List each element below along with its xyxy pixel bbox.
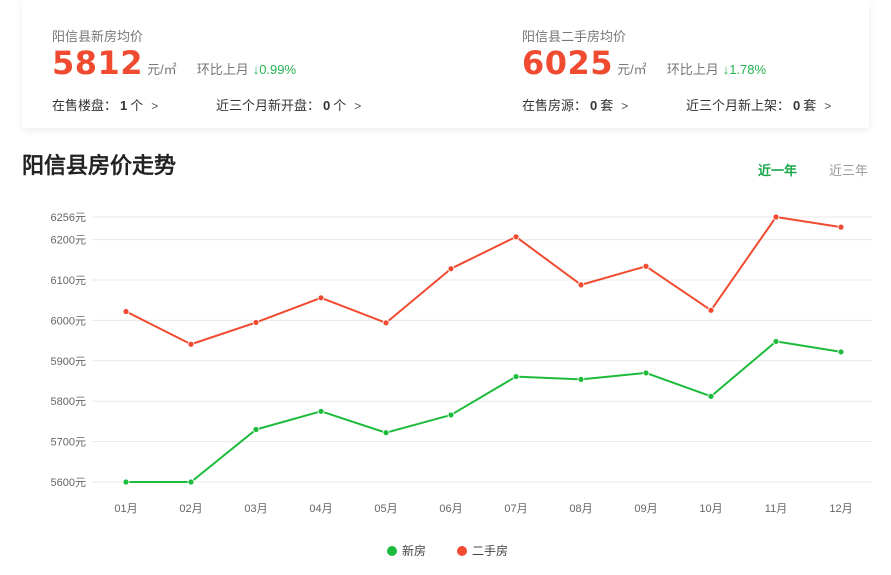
x-tick-label: 03月 [244, 503, 267, 515]
second-hand-title: 阳信县二手房均价 [522, 29, 627, 44]
new-listings-link[interactable]: 近三个月新上架： 0 套 > [686, 95, 831, 114]
new-openings-link[interactable]: 近三个月新开盘： 0 个 > [216, 95, 361, 114]
legend-second-hand-marker [457, 546, 467, 556]
y-tick-label: 6256元 [51, 212, 86, 224]
second-hand-data-point [252, 319, 260, 326]
legend-new-marker [387, 546, 397, 556]
price-trend-chart: 5600元 5700元 5800元 5900元 6000元 6100元 6200元 6256元… [51, 212, 872, 558]
new-house-price-unit: 元/㎡ [147, 62, 177, 77]
x-tick-label: 12月 [829, 503, 852, 515]
new-house-title: 阳信县新房均价 [52, 29, 144, 44]
on-sale-projects-label: 在售楼盘： [52, 98, 118, 113]
new-data-point [512, 373, 520, 380]
tab-three-years[interactable]: 近三年 [829, 163, 869, 178]
on-sale-listings-label: 在售房源： [522, 98, 588, 113]
new-data-point [447, 411, 455, 419]
second-hand-price-unit: 元/㎡ [617, 62, 647, 77]
on-sale-projects-link[interactable]: 在售楼盘： 1 个 > [52, 95, 158, 114]
y-tick-label: 6000元 [51, 315, 86, 327]
new-house-mom-label: 环比上月 [196, 62, 249, 77]
new-data-point [772, 338, 780, 345]
second-hand-data-point [707, 306, 715, 314]
x-tick-label: 11月 [765, 503, 787, 515]
on-sale-projects-count: 1 [120, 98, 128, 113]
second-hand-mom-value: ↓1.78% [722, 62, 767, 77]
second-hand-data-point [187, 340, 195, 348]
new-listings-label: 近三个月新上架： [686, 98, 791, 113]
x-tick-label: 01月 [114, 503, 137, 515]
x-tick-label: 08月 [569, 503, 592, 515]
chevron-right-icon: > [151, 99, 159, 113]
second-hand-mom-label: 环比上月 [666, 62, 719, 77]
second-hand-data-point [382, 319, 390, 327]
second-hand-data-point [837, 223, 845, 231]
new-data-point [252, 426, 260, 433]
second-hand-data-point [577, 281, 585, 289]
second-hand-series-line [125, 216, 842, 346]
legend-new-label: 新房 [402, 543, 426, 558]
on-sale-listings-link[interactable]: 在售房源： 0 套 > [522, 95, 628, 114]
y-tick-label: 5800元 [51, 396, 86, 408]
new-data-point [317, 407, 325, 415]
second-hand-data-point [512, 233, 520, 241]
new-listings-unit: 套 [803, 98, 817, 113]
price-summary-card: 阳信县新房均价 5812 元/㎡ 环比上月 ↓0.99% 在售楼盘： 1 个 > 近三… [22, 0, 869, 128]
new-openings-unit: 个 [333, 98, 347, 113]
new-data-point [642, 369, 650, 377]
new-data-point [707, 392, 715, 400]
on-sale-projects-unit: 个 [130, 98, 144, 113]
second-hand-price-row: 6025 元/㎡ 环比上月 ↓1.78% [522, 44, 766, 82]
new-data-point [187, 478, 195, 486]
second-hand-price: 6025 [522, 44, 614, 82]
second-hand-data-point [772, 213, 780, 221]
chevron-right-icon: > [354, 99, 362, 113]
new-data-point [122, 478, 130, 486]
chevron-right-icon: > [824, 99, 832, 113]
new-series-line [126, 340, 842, 483]
legend-second-hand-label: 二手房 [472, 543, 508, 558]
x-tick-label: 10月 [699, 503, 722, 515]
x-tick-label: 07月 [504, 503, 527, 515]
on-sale-listings-count: 0 [590, 98, 598, 113]
new-house-price-row: 5812 元/㎡ 环比上月 ↓0.99% [52, 44, 296, 82]
x-tick-label: 05月 [374, 503, 397, 515]
new-house-price: 5812 [52, 44, 144, 82]
y-tick-label: 5900元 [51, 356, 86, 368]
chevron-right-icon: > [621, 99, 629, 113]
new-data-point [382, 429, 390, 437]
new-data-point [577, 375, 585, 383]
x-tick-label: 09月 [634, 503, 657, 515]
y-tick-label: 6100元 [51, 275, 86, 287]
x-tick-label: 04月 [309, 503, 332, 515]
new-openings-count: 0 [323, 98, 331, 113]
x-tick-label: 06月 [439, 503, 462, 515]
second-hand-data-point [447, 265, 455, 273]
new-house-mom-value: ↓0.99% [252, 62, 297, 77]
x-tick-label: 02月 [179, 503, 202, 515]
y-tick-label: 6200元 [51, 235, 86, 247]
on-sale-listings-unit: 套 [600, 98, 614, 113]
y-tick-label: 5600元 [51, 477, 86, 489]
new-openings-label: 近三个月新开盘： [216, 98, 321, 113]
second-hand-data-point [122, 308, 130, 315]
y-tick-label: 5700元 [51, 437, 86, 449]
tab-one-year[interactable]: 近一年 [758, 163, 798, 178]
chart-title: 阳信县房价走势 [22, 153, 177, 178]
new-listings-count: 0 [793, 98, 801, 113]
second-hand-data-point [642, 262, 650, 270]
second-hand-data-point [317, 294, 325, 302]
new-data-point [837, 348, 845, 356]
